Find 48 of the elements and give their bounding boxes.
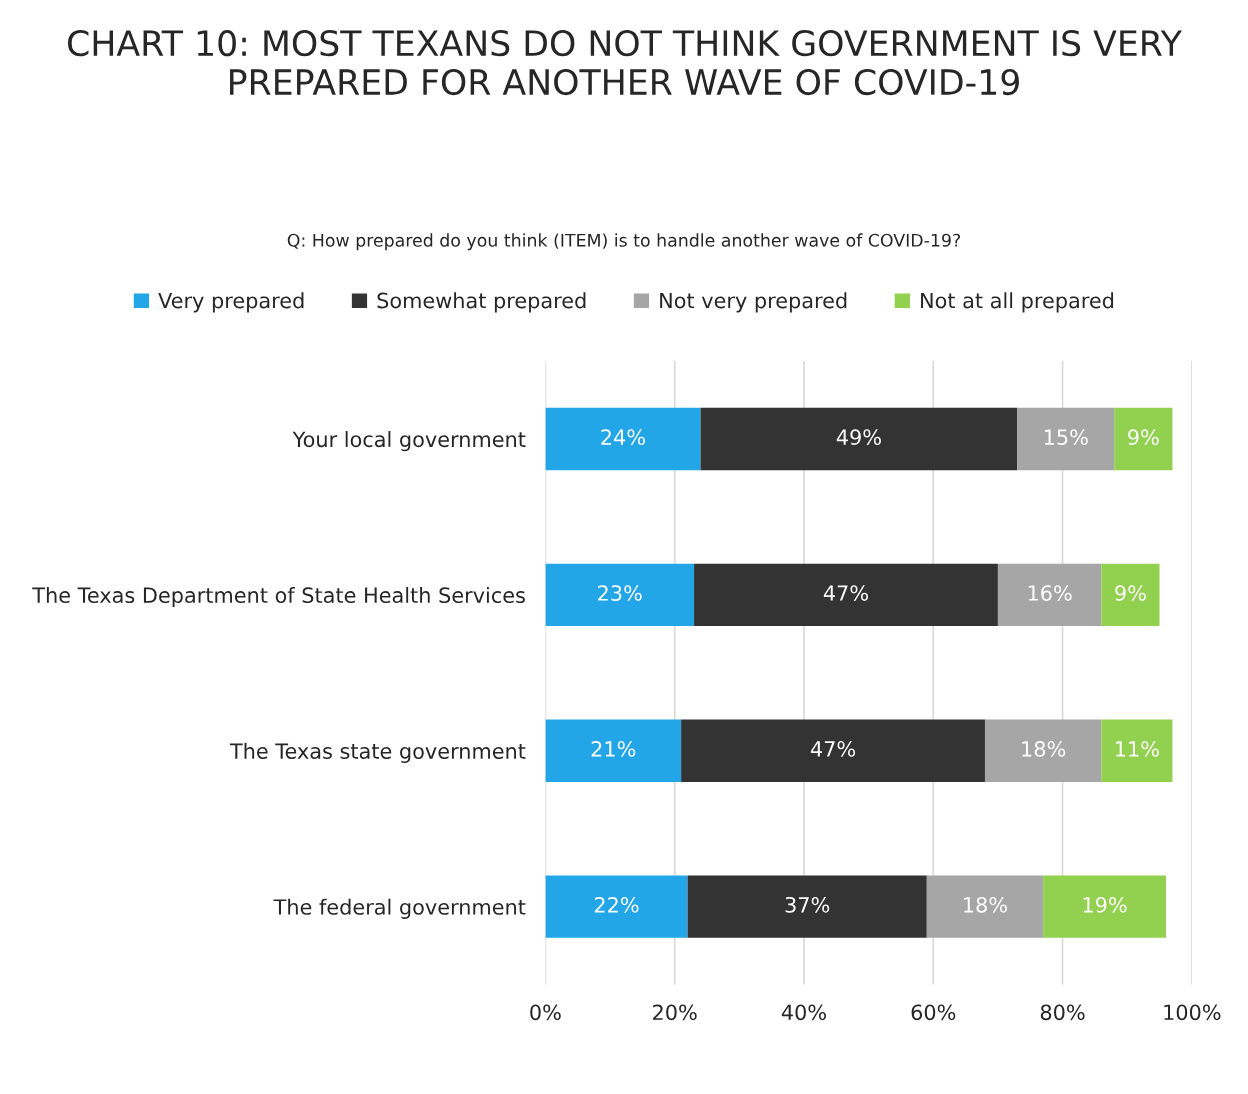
data-label: 9% [1128, 429, 1159, 446]
x-tick-label: 40% [781, 1004, 826, 1021]
bar [1101, 563, 1160, 627]
data-label: 18% [1022, 741, 1066, 757]
x-tick-label: 20% [653, 1004, 697, 1021]
bar [1114, 407, 1173, 471]
legend-label: Very prepared [158, 292, 304, 313]
bar [681, 719, 985, 782]
data-label: 16% [1028, 585, 1072, 601]
data-label: 18% [964, 896, 1007, 913]
bar [545, 563, 695, 627]
x-tick-label: 80% [1040, 1004, 1085, 1021]
data-label: 47% [823, 585, 868, 601]
bar [687, 875, 927, 938]
y-tick-label: The federal government [273, 898, 526, 919]
data-label: 19% [1083, 896, 1127, 913]
bar [694, 563, 998, 627]
bar [1043, 875, 1166, 938]
data-label: 24% [601, 429, 645, 446]
x-tick-label: 100% [1164, 1004, 1221, 1021]
legend-label: Not very prepared [660, 292, 847, 313]
y-tick-label: Your local government [292, 431, 526, 452]
bar [997, 563, 1102, 627]
data-label: 47% [810, 741, 856, 757]
bar [1017, 407, 1115, 471]
data-label: 22% [594, 896, 639, 913]
bar [984, 719, 1102, 782]
bar [1101, 719, 1173, 782]
bar [700, 407, 1018, 471]
bar [545, 407, 701, 471]
bar [545, 875, 688, 938]
data-label: 9% [1115, 585, 1146, 601]
bar [545, 719, 682, 782]
chart-subtitle: Q: How prepared do you think (ITEM) is to handle another wave of COVID-19? [287, 233, 961, 251]
bar [926, 875, 1044, 938]
x-tick-label: 60% [911, 1004, 956, 1021]
legend-label: Not at all prepared [921, 292, 1114, 313]
x-tick-label: 0% [530, 1004, 561, 1021]
data-label: 21% [591, 741, 636, 757]
data-label: 15% [1044, 429, 1088, 446]
legend-label: Somewhat prepared [377, 292, 586, 313]
data-label: 11% [1116, 741, 1159, 757]
data-label: 49% [836, 429, 881, 446]
data-label: 37% [785, 896, 830, 913]
data-label: 23% [598, 585, 642, 601]
y-tick-label: The Texas Department of State Health Services [32, 586, 525, 608]
chart-title: CHART 10: MOST TEXANS DO NOT THINK GOVERNMENT IS VERY PREPARED FOR ANOTHER WAVE OF COVID-19 [68, 30, 1182, 96]
y-tick-label: The Texas state government [229, 742, 526, 764]
